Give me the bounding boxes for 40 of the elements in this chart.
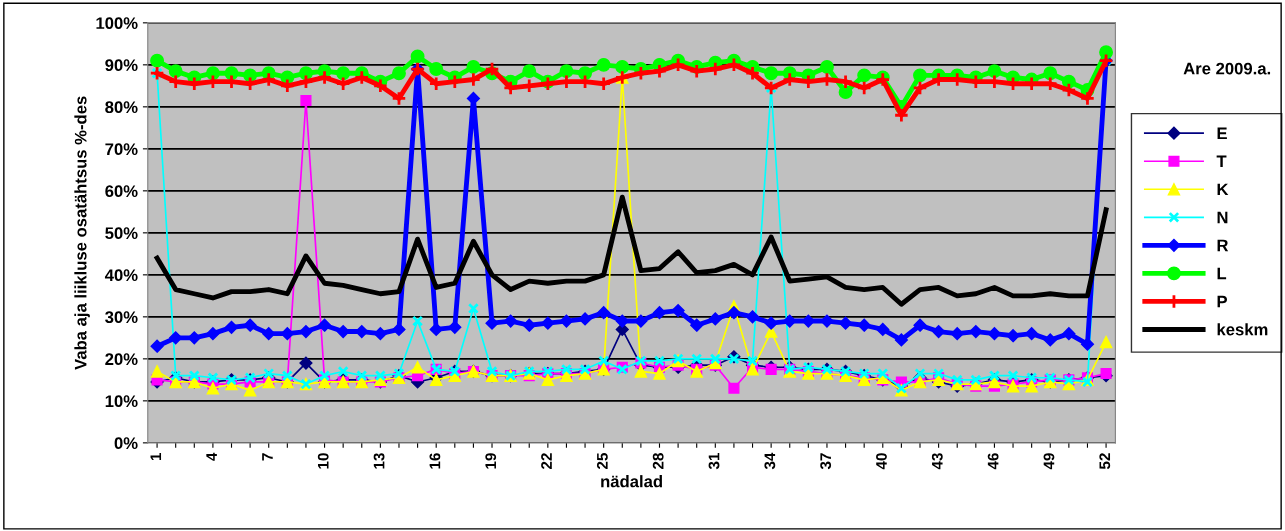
y-tick-label: 80%	[105, 101, 138, 114]
y-tick-label: 60%	[105, 185, 138, 198]
legend-label: L	[1217, 267, 1227, 280]
x-tick-label: 31	[708, 453, 720, 470]
y-tick-label: 50%	[105, 227, 138, 240]
legend-label: keskm	[1217, 323, 1268, 336]
y-tick-label: 20%	[105, 353, 138, 366]
x-tick-label: 52	[1099, 453, 1111, 470]
legend-label: T	[1216, 155, 1227, 168]
legend-label: R	[1217, 239, 1229, 252]
x-tick-label: 10	[317, 453, 329, 469]
x-tick-label: 28	[652, 453, 664, 470]
x-tick-label: 4	[206, 452, 217, 461]
y-tick-label: 90%	[105, 59, 138, 72]
text: Are 2009.a.	[1183, 62, 1271, 75]
y-tick-label: 10%	[105, 395, 138, 408]
legend-label: E	[1217, 127, 1227, 140]
x-tick-label: 7	[262, 453, 273, 461]
x-tick-label: 40	[876, 453, 887, 470]
y-tick-label: 30%	[105, 311, 138, 324]
x-tick-label: 25	[596, 453, 608, 470]
legend-label: N	[1217, 211, 1228, 224]
x-tick-label: 13	[373, 453, 385, 469]
x-tick-label: 46	[987, 453, 999, 470]
x-tick-label: 16	[429, 453, 441, 469]
y-tick-label: 40%	[104, 269, 138, 282]
y-axis-title: Vaba aja liikluse osatähtsus %-des	[74, 96, 90, 370]
legend-label: K	[1217, 183, 1229, 196]
x-axis-title: nädalad	[601, 475, 662, 488]
x-tick-label: 49	[1043, 453, 1055, 470]
y-tick-label: 100%	[96, 17, 138, 30]
x-tick-label: 37	[820, 453, 832, 470]
y-tick-label: 0%	[114, 437, 138, 450]
x-tick-label: 22	[541, 453, 552, 470]
legend-label: P	[1217, 295, 1227, 308]
x-tick-label: 34	[764, 452, 776, 470]
x-tick-label: 43	[931, 453, 943, 470]
y-tick-label: 70%	[105, 143, 138, 156]
x-tick-label: 19	[485, 453, 497, 469]
x-tick-label: 1	[150, 453, 162, 461]
